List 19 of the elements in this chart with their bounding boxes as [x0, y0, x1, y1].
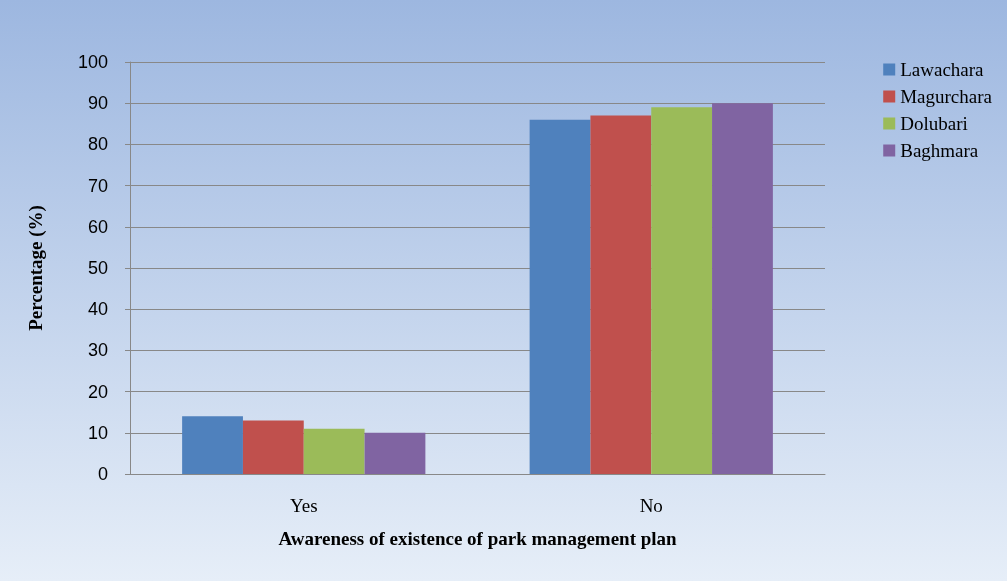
- y-tick-label: 50: [87, 258, 108, 278]
- x-tick-label: Yes: [289, 495, 318, 516]
- y-tick-label: 10: [87, 422, 108, 443]
- y-tick-label: 60: [87, 216, 108, 237]
- legend-label: Dolubari: [900, 113, 968, 134]
- x-tick-label: No: [639, 495, 663, 516]
- y-tick-label: 70: [87, 175, 108, 196]
- y-axis-title: Percentage (%): [25, 205, 47, 331]
- legend-label: Magurchara: [900, 86, 993, 107]
- y-tick-label: 20: [87, 381, 108, 402]
- y-tick-label: 30: [87, 340, 108, 361]
- y-tick-label: 0: [97, 464, 108, 484]
- legend-label: Lawachara: [900, 59, 985, 80]
- y-tick-label: 40: [87, 299, 108, 320]
- y-tick-label: 90: [87, 93, 108, 114]
- y-tick-label: 100: [77, 52, 108, 72]
- x-axis-title: Awareness of existence of park management plan: [278, 528, 678, 549]
- legend-label: Baghmara: [900, 140, 979, 161]
- y-tick-label: 80: [87, 134, 108, 155]
